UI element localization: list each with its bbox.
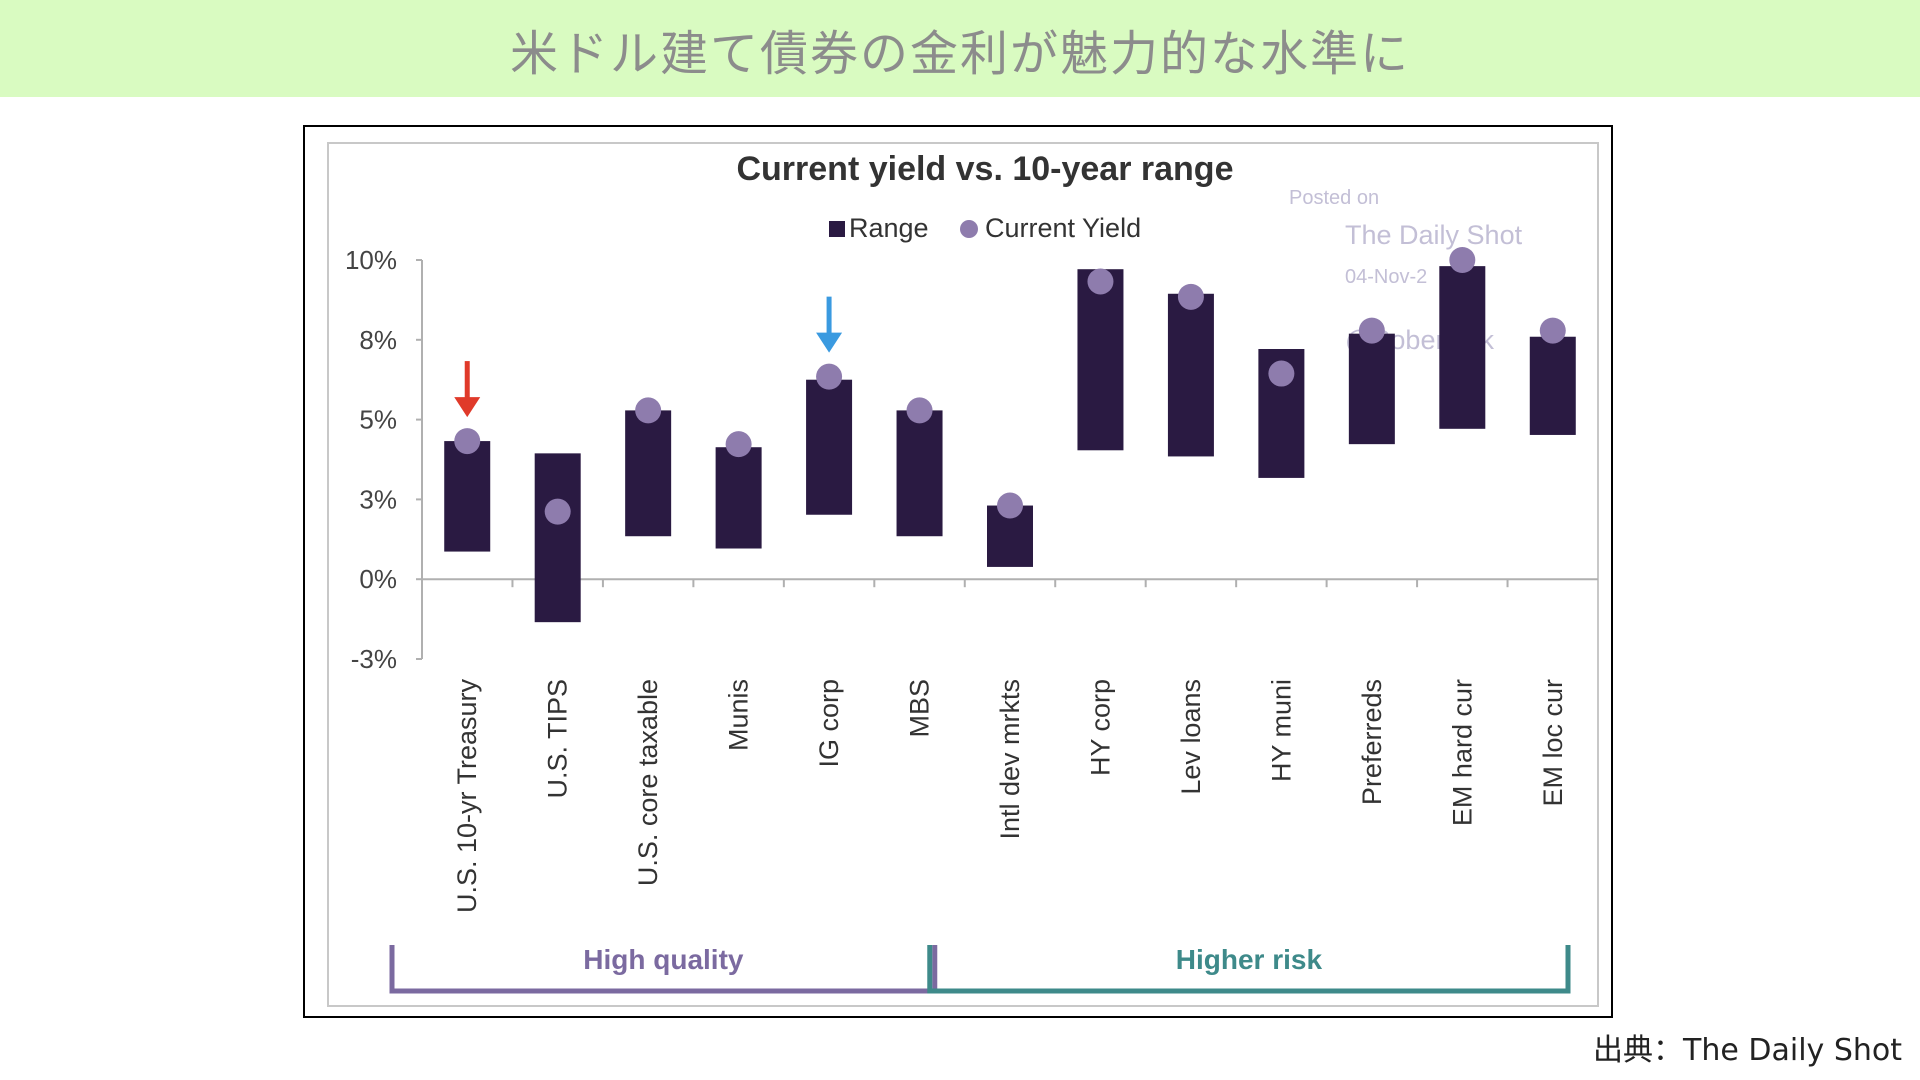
current-yield-dot [906, 397, 933, 424]
watermark-source: The Daily Shot [1345, 220, 1523, 250]
legend: Range Current Yield [829, 213, 1141, 243]
bar-layer [444, 247, 1576, 623]
range-bar [806, 379, 853, 515]
category-label: EM loc cur [1538, 679, 1568, 807]
highlight-arrows [454, 296, 843, 418]
range-bar [534, 453, 581, 623]
category-label: MBS [905, 679, 935, 738]
range-bar [896, 410, 943, 537]
chart-title: Current yield vs. 10-year range [736, 150, 1233, 188]
highlight-arrow-head [454, 397, 481, 418]
category-label: EM hard cur [1447, 679, 1477, 826]
current-yield-dot [1177, 283, 1204, 310]
chart-inner-border [327, 142, 1599, 1007]
group-bracket [389, 945, 938, 994]
legend-current-label: Current Yield [985, 213, 1141, 243]
category-labels: U.S. 10-yr Treasury U.S. TIPS U.S. core ta… [452, 679, 1568, 914]
current-yield-dot [454, 428, 481, 455]
legend-current-swatch [960, 220, 978, 238]
category-label: U.S. TIPS [543, 679, 573, 799]
title-banner: 米ドル建て債券の金利が魅力的な水準に [0, 0, 1920, 97]
category-label: U.S. core taxable [633, 679, 663, 886]
range-bar [1529, 336, 1576, 435]
current-yield-dot [816, 363, 843, 390]
current-yield-dot [544, 498, 571, 525]
chart-frame: Current yield vs. 10-year range Range Cu… [303, 125, 1613, 1018]
category-label: U.S. 10-yr Treasury [452, 679, 482, 914]
current-yield-dot [1087, 268, 1114, 295]
source-credit: 出典：The Daily Shot [1593, 1033, 1902, 1068]
range-bar [1348, 333, 1395, 445]
current-yield-dot [725, 431, 752, 458]
category-label: IG corp [814, 679, 844, 768]
current-yield-dot [1268, 360, 1295, 387]
y-tick-label: 8% [359, 325, 397, 355]
current-yield-dot [1539, 317, 1566, 344]
watermark-date: 04-Nov-2 [1345, 266, 1427, 288]
group-bracket [927, 945, 1571, 994]
y-tick-label: 10% [345, 245, 397, 275]
y-tick-label: 5% [359, 405, 397, 435]
watermark-posted: Posted on [1289, 187, 1379, 209]
current-yield-dot [997, 492, 1023, 519]
group-label: High quality [583, 944, 744, 975]
legend-range-label: Range [849, 213, 929, 243]
range-bar [715, 447, 762, 549]
watermark: Posted on The Daily Shot 04-Nov-2 @Sober… [1289, 187, 1523, 355]
category-label: Lev loans [1176, 679, 1206, 795]
range-bar [1167, 293, 1214, 457]
y-tick-label: 3% [359, 484, 397, 514]
group-label: Higher risk [1176, 944, 1323, 975]
y-tick-label: -3% [351, 644, 397, 674]
axis-layer: 10% 8% 5% 3% 0% -3% [345, 245, 1598, 674]
category-label: Intl dev mrkts [995, 679, 1025, 840]
current-yield-dot [1358, 317, 1385, 344]
category-label: HY corp [1085, 679, 1115, 776]
range-bar [1439, 266, 1486, 429]
category-label: HY muni [1266, 679, 1296, 782]
range-bar [1077, 269, 1124, 451]
category-label: Preferreds [1357, 679, 1387, 805]
chart: Current yield vs. 10-year range Range Cu… [327, 142, 1599, 1007]
y-tick-label: 0% [359, 564, 397, 594]
highlight-arrow-head [816, 332, 843, 353]
page-title: 米ドル建て債券の金利が魅力的な水準に [509, 25, 1410, 82]
current-yield-dot [1449, 247, 1476, 273]
current-yield-dot [635, 397, 662, 424]
group-brackets: High quality Higher risk [389, 944, 1571, 994]
range-bar [444, 441, 491, 552]
range-bar [625, 410, 672, 537]
category-label: Munis [724, 679, 754, 751]
legend-range-swatch [829, 221, 845, 237]
